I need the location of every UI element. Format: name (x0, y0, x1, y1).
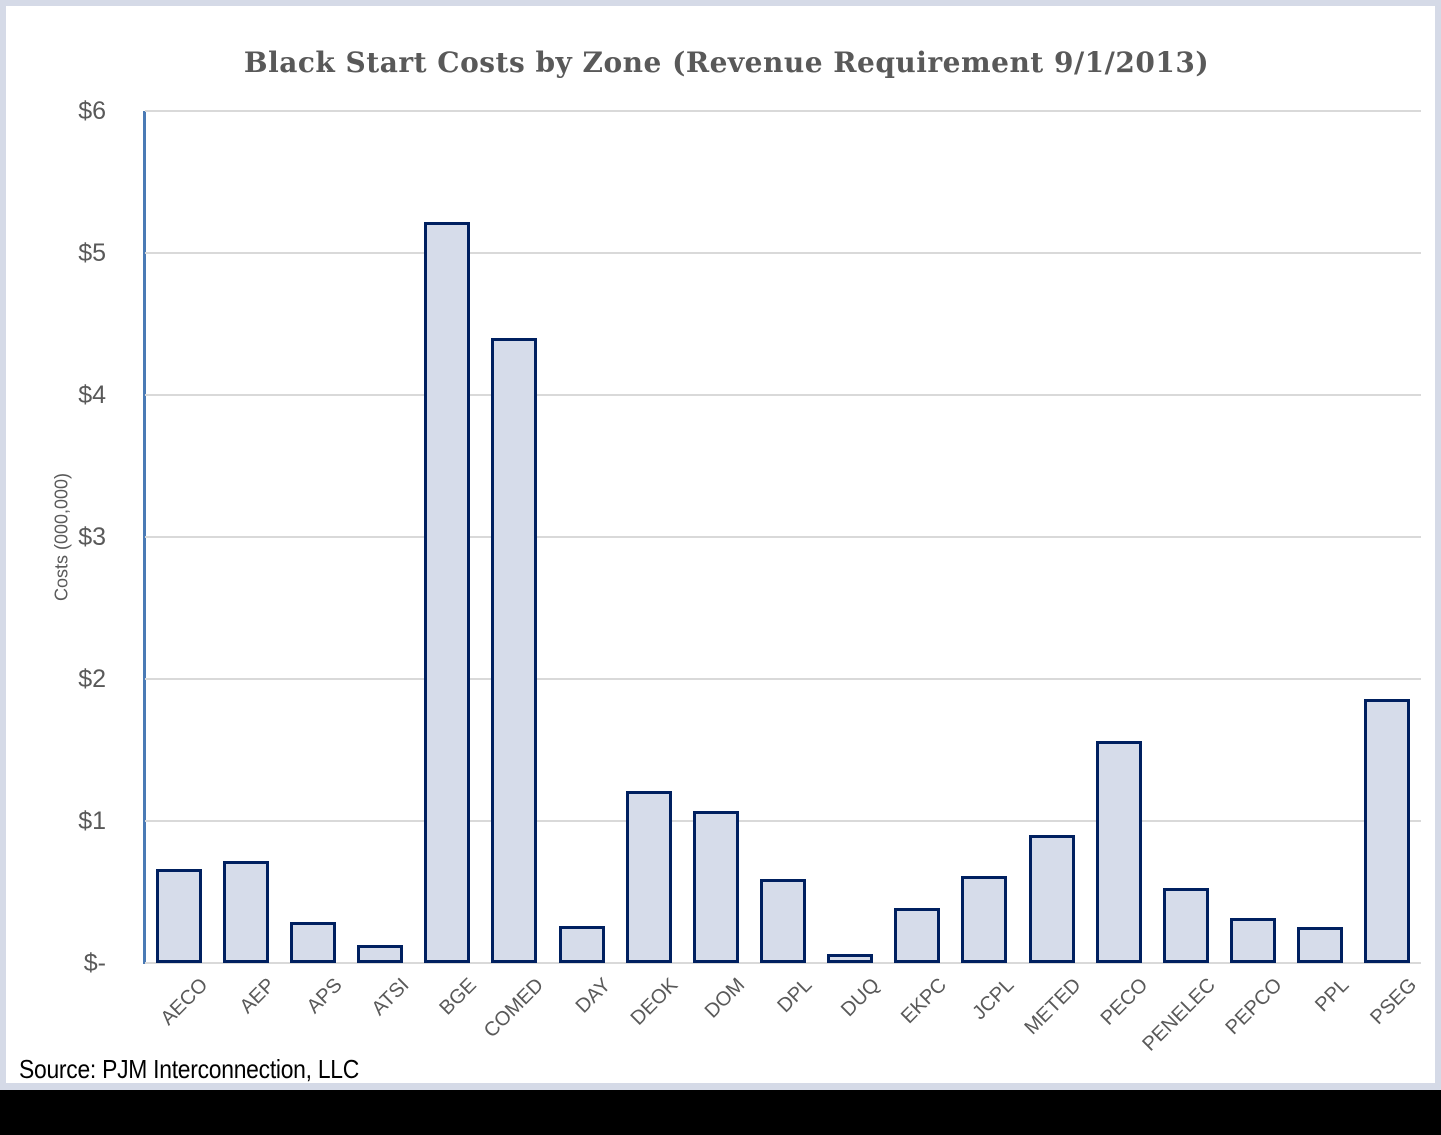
x-tick-label-text: DOM (700, 974, 750, 1023)
plot-area (143, 110, 1421, 964)
y-tick-label: $- (83, 949, 106, 977)
x-tick-label-text: APS (302, 974, 347, 1018)
bar-aeco (155, 869, 202, 963)
x-tick-label-text: PPL (1311, 974, 1354, 1017)
bar-bge (424, 222, 471, 963)
bar-meted (1028, 835, 1075, 963)
gridline (145, 678, 1421, 680)
bar-duq (827, 954, 874, 963)
x-axis-tick-labels: AECO AEP APS ATSI BGE COMED DAY DEOK DOM DPL DUQ EK… (145, 974, 1421, 1064)
x-tick-label-text: METED (1020, 974, 1086, 1040)
x-tick-label-text: JCPL (967, 974, 1019, 1025)
gridline (145, 252, 1421, 254)
x-tick-label-text: PENELEC (1137, 974, 1220, 1056)
gridline (145, 962, 1421, 964)
bar-dom (692, 811, 739, 963)
x-tick-label-text: PECO (1096, 974, 1153, 1030)
y-tick-label: $1 (78, 807, 106, 835)
bar-jcpl (961, 876, 1008, 963)
bar-penelec (1162, 888, 1209, 963)
x-tick-label-text: EKPC (896, 974, 951, 1029)
y-axis-line (143, 111, 146, 964)
x-tick-label-text: AECO (156, 974, 213, 1030)
x-tick-label-text: BGE (435, 974, 481, 1020)
bar-dpl (760, 879, 806, 963)
bar-pseg (1364, 699, 1411, 963)
bar-day (558, 926, 605, 963)
bar-ekpc (894, 908, 941, 963)
footer-bar (0, 1090, 1441, 1135)
y-tick-label: $2 (78, 665, 106, 693)
y-tick-label: $6 (78, 97, 106, 125)
x-tick-label-text: DAY (571, 974, 616, 1018)
bar-ppl (1297, 927, 1344, 963)
x-tick-label-text: ATSI (367, 974, 414, 1020)
x-tick-label-text: PEPCO (1221, 974, 1287, 1040)
bar-pepco (1230, 918, 1277, 963)
gridline (145, 394, 1421, 396)
x-tick-label-text: DUQ (836, 974, 884, 1021)
gridline (145, 536, 1421, 538)
x-tick-label-text: COMED (479, 974, 548, 1043)
gridline (145, 110, 1421, 112)
bar-peco (1095, 741, 1142, 963)
chart-panel: Black Start Costs by Zone (Revenue Requi… (6, 6, 1435, 1084)
source-note: Source: PJM Interconnection, LLC (19, 1054, 360, 1084)
bar-deok (625, 791, 672, 963)
bar-atsi (357, 945, 404, 963)
x-tick-label-text: PSEG (1366, 974, 1421, 1029)
bar-comed (491, 338, 538, 963)
y-tick-label: $5 (78, 239, 106, 267)
y-tick-label: $4 (78, 381, 106, 409)
x-tick-label-text: DPL (773, 974, 817, 1018)
x-tick-label-text: DEOK (626, 974, 683, 1030)
y-axis-tick-labels: $- $1 $2 $3 $4 $5 $6 (6, 97, 124, 977)
chart-title: Black Start Costs by Zone (Revenue Requi… (243, 46, 1210, 79)
gridline (145, 820, 1421, 822)
bar-aps (289, 922, 336, 963)
x-tick-label-text: AEP (235, 974, 280, 1018)
y-tick-label: $3 (78, 523, 106, 551)
bar-aep (222, 861, 269, 963)
